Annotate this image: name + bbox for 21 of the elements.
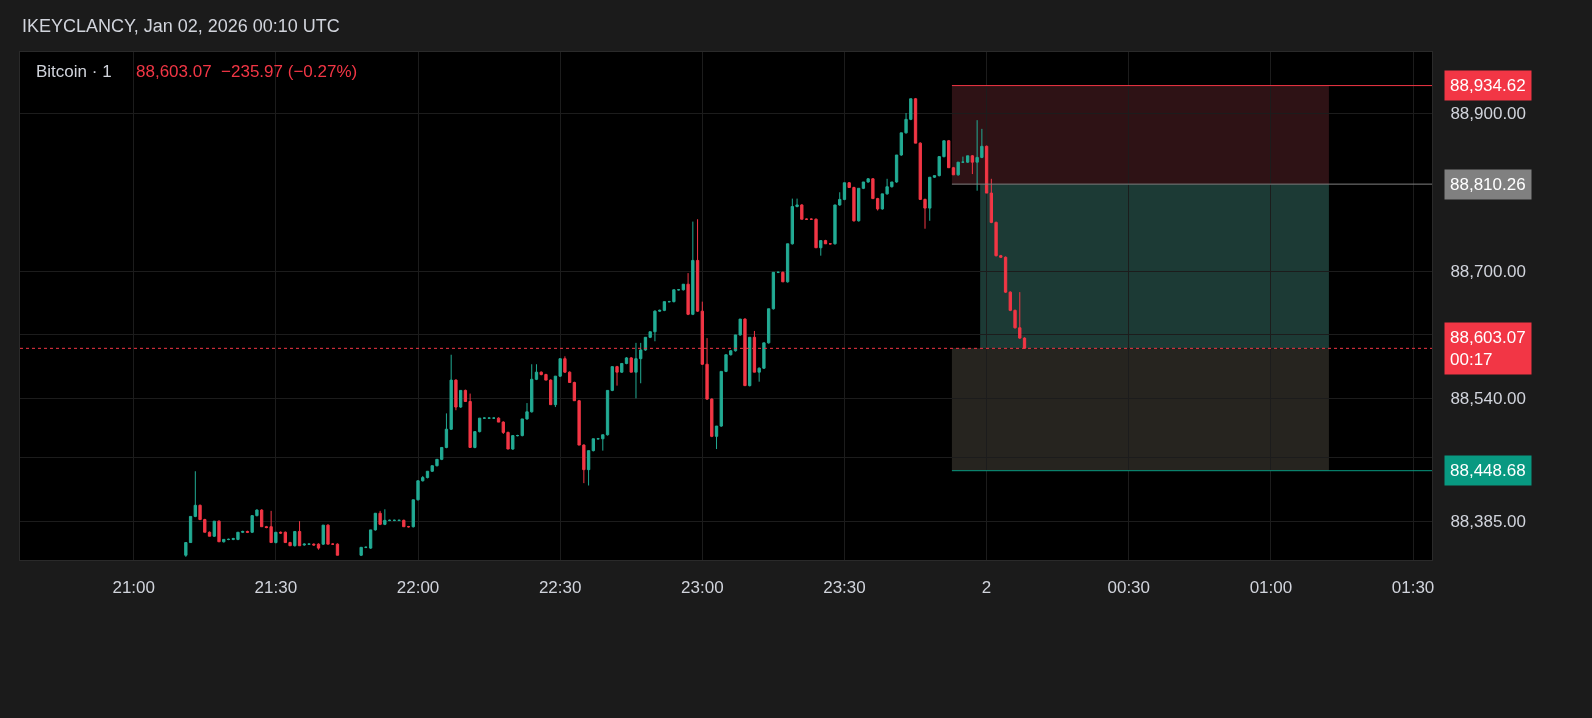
y-tick-label: 88,385.00 [1450,512,1527,532]
y-tick-label: 88,900.00 [1450,103,1527,123]
x-tick-label: 21:00 [112,578,155,598]
x-tick-label: 01:30 [1391,578,1435,598]
ref-line-label: 88,810.26 [1450,175,1526,194]
x-tick-label: 21:30 [254,578,298,598]
x-tick-label: 22:00 [396,578,440,598]
text: 88,603.07 −235.97 (−0.27%) [136,62,358,81]
x-tick-label: 22:30 [538,578,582,598]
y-tick-label: 88,700.00 [1450,262,1527,282]
ref-line-label: 88,603.07 00:17 [1450,328,1526,370]
x-tick-label: 23:30 [823,578,866,598]
x-tick-label: 23:00 [681,578,724,598]
x-tick-label: 00:30 [1107,578,1151,598]
text: Bitcoin · 1 [36,62,112,81]
x-tick-label: 01:00 [1249,578,1293,598]
x-tick-label: 2 [981,578,992,598]
ref-line-label: 88,934.62 [1450,76,1526,95]
text: IKEYCLANCY, Jan 02, 2026 00:10 UTC [22,16,340,36]
y-tick-label: 88,540.00 [1450,389,1527,409]
ref-line-label: 88,448.68 [1450,461,1526,480]
